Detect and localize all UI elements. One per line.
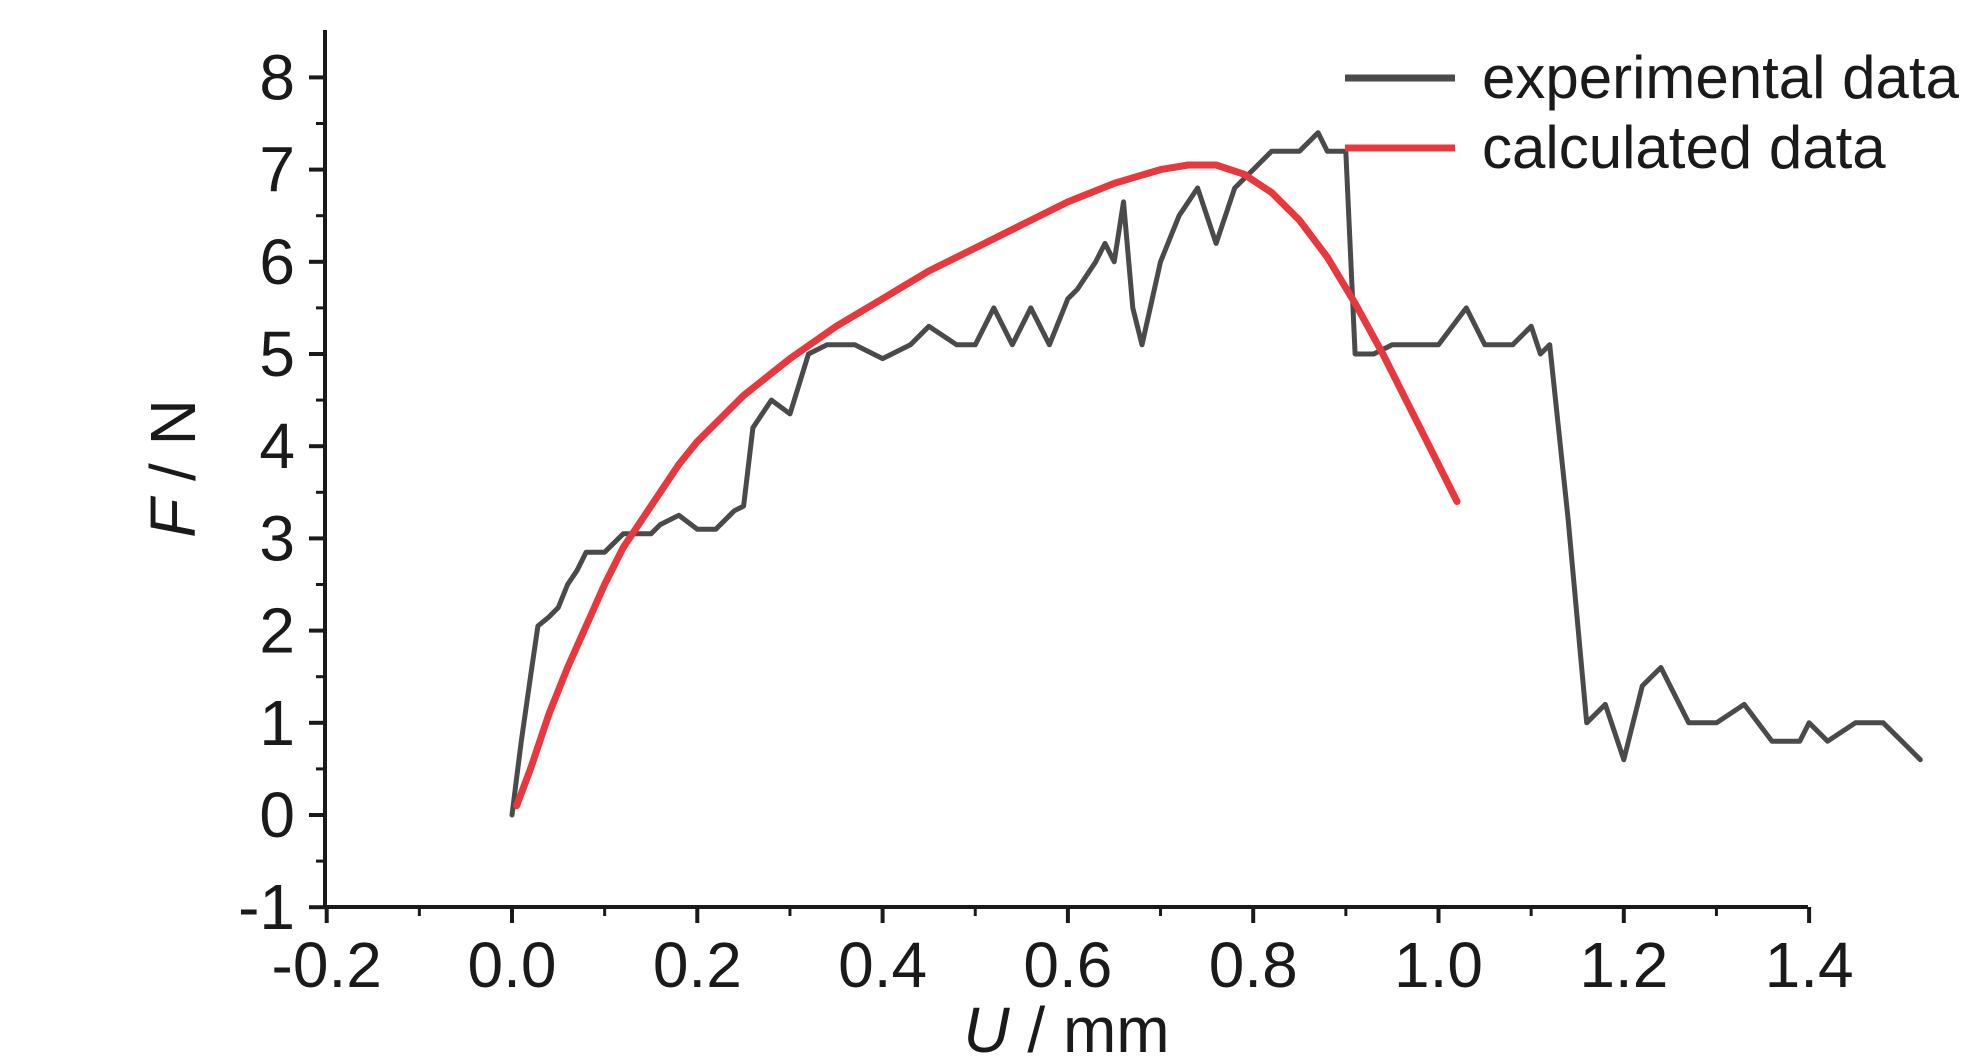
x-tick-label: 0.8 xyxy=(1209,929,1298,1001)
x-axis-variable: U xyxy=(963,994,1010,1063)
y-tick-label: 4 xyxy=(259,410,295,482)
series-calculated-line xyxy=(513,161,1461,810)
plot-lines xyxy=(509,130,1923,818)
y-tick-label: 6 xyxy=(259,226,295,298)
y-tick-label: -1 xyxy=(238,871,295,943)
x-tick-label: 1.0 xyxy=(1394,929,1483,1001)
y-axis-variable: F xyxy=(137,495,209,538)
y-tick-label: 0 xyxy=(259,779,295,851)
series-experimental-line xyxy=(509,130,1923,818)
x-tick-label: 0.6 xyxy=(1023,929,1112,1001)
y-tick-label: 2 xyxy=(259,595,295,667)
x-tick-label: 0.0 xyxy=(468,929,557,1001)
y-tick-label: 7 xyxy=(259,134,295,206)
y-ticks: -1 0 1 2 3 4 5 6 7 8 xyxy=(238,41,325,943)
y-axis-unit: / N xyxy=(137,399,209,499)
y-tick-label: 1 xyxy=(259,687,295,759)
y-axis-title: F / N xyxy=(137,399,209,538)
x-tick-label: 1.2 xyxy=(1579,929,1668,1001)
x-axis-title: U / mm xyxy=(963,994,1169,1063)
x-tick-label: 0.2 xyxy=(653,929,742,1001)
axes: -0.2 0.0 0.2 0.4 0.6 0.8 1.0 1.2 1.4 -1 0 1 2 3 4 5 6 7 8 xyxy=(238,30,1854,1001)
y-tick-label: 3 xyxy=(259,502,295,574)
x-tick-label: 0.4 xyxy=(838,929,927,1001)
legend-label-calculated: calculated data xyxy=(1482,114,1886,181)
legend: experimental data calculated data xyxy=(1345,44,1960,181)
x-tick-label: 1.4 xyxy=(1765,929,1854,1001)
y-tick-label: 8 xyxy=(259,41,295,113)
y-tick-label: 5 xyxy=(259,318,295,390)
x-tick-label: -0.2 xyxy=(272,929,382,1001)
x-axis-unit: / mm xyxy=(1010,994,1170,1063)
x-ticks: -0.2 0.0 0.2 0.4 0.6 0.8 1.0 1.2 1.4 xyxy=(272,907,1854,1001)
legend-label-experimental: experimental data xyxy=(1482,44,1960,111)
